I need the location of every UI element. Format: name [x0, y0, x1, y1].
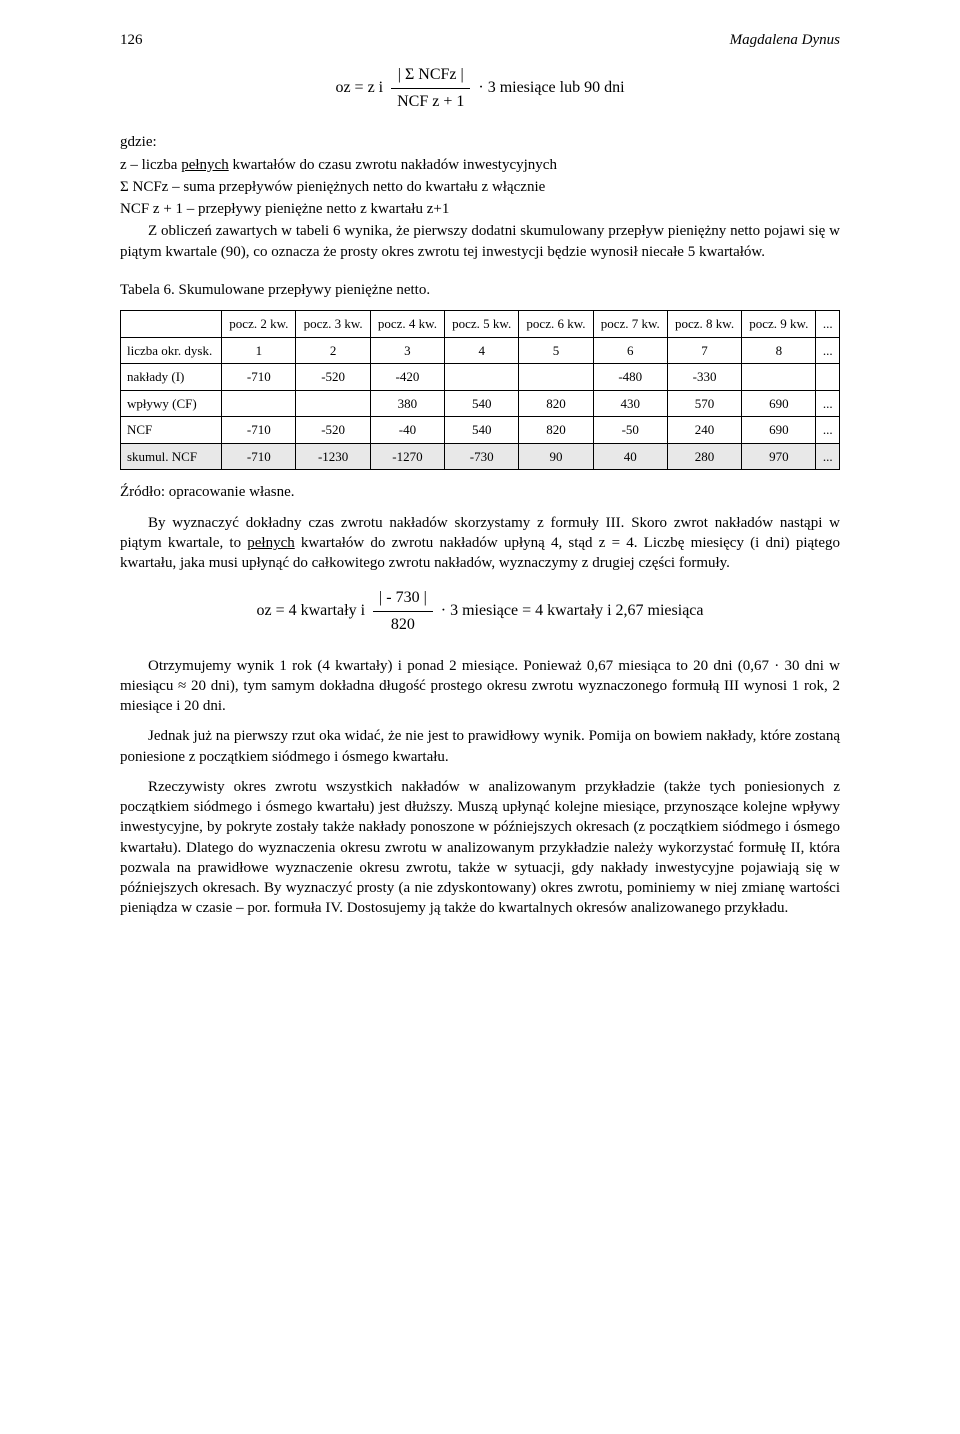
para-4: Jednak już na pierwszy rzut oka widać, ż…: [120, 726, 840, 767]
table-cell: 540: [445, 390, 519, 417]
table-cell: 1: [222, 337, 296, 364]
where-label: gdzie:: [120, 132, 840, 152]
table-head-cell: pocz. 3 kw.: [296, 311, 370, 338]
table-cell: -520: [296, 417, 370, 444]
para-2: By wyznaczyć dokładny czas zwrotu nakład…: [120, 513, 840, 574]
table-cell: [296, 390, 370, 417]
formula-mid-denominator: 820: [373, 612, 433, 636]
table-cell: 6: [593, 337, 667, 364]
table-source: Źródło: opracowanie własne.: [120, 482, 840, 502]
table-cell: 380: [370, 390, 444, 417]
para-2-underline: pełnych: [247, 535, 294, 551]
table-cell: -710: [222, 443, 296, 470]
formula-mid-suffix: · 3 miesiące = 4 kwartały i 2,67 miesiąc…: [441, 602, 704, 619]
formula-prefix: oz = z i: [335, 79, 383, 96]
table-row-label: liczba okr. dysk.: [121, 337, 222, 364]
table-cell: ...: [816, 390, 840, 417]
para-5: Rzeczywisty okres zwrotu wszystkich nakł…: [120, 777, 840, 919]
table-cell: 820: [519, 390, 593, 417]
table-head-cell: pocz. 5 kw.: [445, 311, 519, 338]
table-cell: -330: [667, 364, 741, 391]
table-cell: 690: [742, 417, 816, 444]
table-cell: 430: [593, 390, 667, 417]
formula-mid: oz = 4 kwartały i | - 730 | 820 · 3 mies…: [120, 587, 840, 635]
formula-fraction: | Σ NCFz | NCF z + 1: [391, 64, 470, 112]
where-z: z – liczba pełnych kwartałów do czasu zw…: [120, 155, 840, 175]
table-cell: 540: [445, 417, 519, 444]
table-cell: 280: [667, 443, 741, 470]
table-cell: 4: [445, 337, 519, 364]
table-cell: 970: [742, 443, 816, 470]
table-head-cell: [121, 311, 222, 338]
table-skumulowane: pocz. 2 kw.pocz. 3 kw.pocz. 4 kw.pocz. 5…: [120, 310, 840, 470]
where-z-post: kwartałów do czasu zwrotu nakładów inwes…: [229, 157, 557, 173]
table-caption: Tabela 6. Skumulowane przepływy pieniężn…: [120, 280, 840, 300]
table-head-cell: ...: [816, 311, 840, 338]
table-cell: [742, 364, 816, 391]
table-head-cell: pocz. 9 kw.: [742, 311, 816, 338]
table-cell: [445, 364, 519, 391]
table-cell: -40: [370, 417, 444, 444]
formula-top: oz = z i | Σ NCFz | NCF z + 1 · 3 miesią…: [120, 64, 840, 112]
table-body: liczba okr. dysk.12345678...nakłady (I)-…: [121, 337, 840, 470]
para-3: Otrzymujemy wynik 1 rok (4 kwartały) i p…: [120, 656, 840, 717]
table-cell: 3: [370, 337, 444, 364]
where-z-underline: pełnych: [181, 157, 228, 173]
page-number: 126: [120, 30, 143, 50]
page-header: 126 Magdalena Dynus: [120, 30, 840, 50]
where-sum: Σ NCFz – suma przepływów pieniężnych net…: [120, 177, 840, 197]
table-cell: ...: [816, 417, 840, 444]
table-head-cell: pocz. 2 kw.: [222, 311, 296, 338]
table-cell: 40: [593, 443, 667, 470]
table-cell: -710: [222, 417, 296, 444]
running-author: Magdalena Dynus: [730, 30, 840, 50]
table-row-label: wpływy (CF): [121, 390, 222, 417]
table-cell: [222, 390, 296, 417]
table-cell: 820: [519, 417, 593, 444]
where-ncf: NCF z + 1 – przepływy pieniężne netto z …: [120, 199, 840, 219]
table-cell: [816, 364, 840, 391]
table-row-label: nakłady (I): [121, 364, 222, 391]
table-cell: -50: [593, 417, 667, 444]
table-cell: 5: [519, 337, 593, 364]
table-row: nakłady (I)-710-520-420 -480-330: [121, 364, 840, 391]
table-head-cell: pocz. 8 kw.: [667, 311, 741, 338]
formula-mid-prefix: oz = 4 kwartały i: [257, 602, 366, 619]
table-cell: -1230: [296, 443, 370, 470]
table-head-cell: pocz. 7 kw.: [593, 311, 667, 338]
table-row: skumul. NCF-710-1230-1270-7309040280970.…: [121, 443, 840, 470]
table-row-label: NCF: [121, 417, 222, 444]
table-row: liczba okr. dysk.12345678...: [121, 337, 840, 364]
table-cell: -710: [222, 364, 296, 391]
formula-denominator: NCF z + 1: [391, 89, 470, 113]
table-cell: 90: [519, 443, 593, 470]
table-cell: ...: [816, 443, 840, 470]
formula-numerator: | Σ NCFz |: [391, 64, 470, 89]
table-cell: ...: [816, 337, 840, 364]
para-1: Z obliczeń zawartych w tabeli 6 wynika, …: [120, 221, 840, 262]
table-cell: [519, 364, 593, 391]
table-cell: 240: [667, 417, 741, 444]
where-z-pre: z – liczba: [120, 157, 181, 173]
table-head-cell: pocz. 6 kw.: [519, 311, 593, 338]
table-cell: -1270: [370, 443, 444, 470]
table-cell: -420: [370, 364, 444, 391]
formula-mid-fraction: | - 730 | 820: [373, 587, 433, 635]
formula-suffix: · 3 miesiące lub 90 dni: [478, 79, 624, 96]
table-head-cell: pocz. 4 kw.: [370, 311, 444, 338]
table-row: wpływy (CF) 380540820430570690...: [121, 390, 840, 417]
table-head-row: pocz. 2 kw.pocz. 3 kw.pocz. 4 kw.pocz. 5…: [121, 311, 840, 338]
table-cell: 570: [667, 390, 741, 417]
table-cell: -730: [445, 443, 519, 470]
table-cell: -520: [296, 364, 370, 391]
table-cell: 8: [742, 337, 816, 364]
table-row: NCF-710-520-40540820-50240690...: [121, 417, 840, 444]
table-cell: 690: [742, 390, 816, 417]
table-row-label: skumul. NCF: [121, 443, 222, 470]
table-cell: 7: [667, 337, 741, 364]
table-cell: 2: [296, 337, 370, 364]
table-cell: -480: [593, 364, 667, 391]
formula-mid-numerator: | - 730 |: [373, 587, 433, 612]
